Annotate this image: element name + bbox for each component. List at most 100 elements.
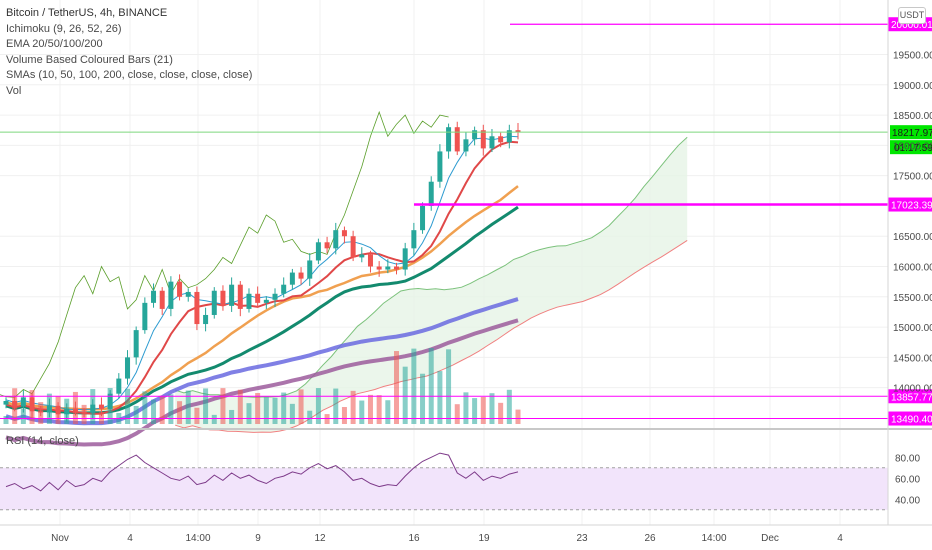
level-label: 17023.39 xyxy=(891,201,932,212)
horizontal-levels[interactable]: 20000.01 17023.39 13857.77 13490.40 18217.97… xyxy=(0,17,932,426)
price-tick: 14000.00 xyxy=(893,384,932,395)
volume-bar xyxy=(168,394,174,424)
time-tick: 19 xyxy=(478,533,490,544)
time-tick: 4 xyxy=(837,533,843,544)
volume-bar xyxy=(359,400,365,424)
candle-body xyxy=(480,130,486,149)
candle-body xyxy=(90,404,96,413)
candle-body xyxy=(489,136,495,149)
volume-bar xyxy=(350,390,356,424)
rsi-pane xyxy=(0,452,888,511)
candle-body xyxy=(255,293,261,303)
candles xyxy=(3,121,521,422)
volume-bar xyxy=(420,373,426,424)
candle-body xyxy=(38,411,44,413)
level-badge xyxy=(888,197,932,212)
volume-bar xyxy=(402,366,408,424)
volume-bar xyxy=(194,407,200,424)
countdown-badge xyxy=(890,140,932,155)
level-label: 20000.01 xyxy=(891,20,932,31)
rsi-label[interactable]: RSI (14, close) xyxy=(6,435,79,447)
time-tick: 26 xyxy=(644,533,656,544)
candle-body xyxy=(133,330,139,358)
candle-body xyxy=(64,408,70,415)
candle-body xyxy=(454,127,460,152)
level-label: 13857.77 xyxy=(891,392,932,403)
candle-body xyxy=(116,378,122,394)
indicator-ema[interactable]: EMA 20/50/100/200 xyxy=(6,38,103,50)
volume-bar xyxy=(367,394,373,424)
candle-body xyxy=(107,393,113,409)
ichimoku-cloud xyxy=(0,110,688,433)
volume-bar xyxy=(394,351,400,424)
indicator-smas[interactable]: SMAs (10, 50, 100, 200, close, close, cl… xyxy=(6,69,253,81)
candle-body xyxy=(220,290,226,306)
candle-body xyxy=(237,284,243,309)
volume-bar xyxy=(20,408,26,424)
candle-body xyxy=(29,397,35,412)
time-tick: Dec xyxy=(761,533,779,544)
volume-bar xyxy=(515,409,521,424)
volume-bar xyxy=(506,389,512,424)
volume-bar xyxy=(315,388,321,424)
volume-bar xyxy=(220,388,226,424)
volume-bar xyxy=(411,348,417,424)
volume-bar xyxy=(229,409,235,424)
price-tick: 19000.00 xyxy=(893,81,932,92)
volume-bar xyxy=(385,400,391,424)
time-tick: 12 xyxy=(314,533,326,544)
candle-body xyxy=(324,242,330,249)
price-tick: 15000.00 xyxy=(893,323,932,334)
volume-bar xyxy=(446,349,452,424)
volume-bar xyxy=(3,416,9,424)
indicator-volume-bars[interactable]: Volume Based Coloured Bars (21) xyxy=(6,53,173,66)
candle-body xyxy=(46,405,52,413)
price-tick: 17500.00 xyxy=(893,172,932,183)
candle-body xyxy=(411,230,417,249)
candle-body xyxy=(168,281,174,309)
level-label: 13490.40 xyxy=(891,415,932,426)
candle-body xyxy=(263,299,269,303)
price-tick: 16500.00 xyxy=(893,232,932,243)
candle-body xyxy=(55,405,61,415)
chart-legend: Bitcoin / TetherUS, 4h, BINANCE Ichimoku… xyxy=(6,6,252,99)
candle-body xyxy=(98,404,104,409)
candle-body xyxy=(515,130,521,133)
volume-bar xyxy=(289,403,295,424)
candle-body xyxy=(159,290,165,309)
candle-body xyxy=(341,230,347,237)
candle-body xyxy=(333,230,339,249)
volume-bar xyxy=(498,402,504,424)
volume-bar xyxy=(185,390,191,424)
currency-button[interactable]: USDT xyxy=(898,7,926,24)
volume-bar xyxy=(454,404,460,424)
candle-body xyxy=(246,293,252,309)
volume-bar xyxy=(281,392,287,424)
candle-body xyxy=(3,400,9,405)
candle-body xyxy=(472,130,478,140)
time-tick: 4 xyxy=(127,533,133,544)
candle-body xyxy=(272,293,278,300)
candle-body xyxy=(81,411,87,413)
price-tick: 16000.00 xyxy=(893,263,932,274)
volume-bar xyxy=(133,405,139,424)
volume-bar xyxy=(376,395,382,424)
indicator-vol[interactable]: Vol xyxy=(6,84,22,97)
time-tick: 14:00 xyxy=(185,533,210,544)
candle-body xyxy=(350,236,356,258)
candle-body xyxy=(307,260,313,279)
candle-body xyxy=(402,248,408,270)
indicator-ichimoku[interactable]: Ichimoku (9, 26, 52, 26) xyxy=(6,22,122,35)
rsi-band xyxy=(0,467,888,510)
candle-body xyxy=(437,151,443,182)
last-price-label: 18217.97 xyxy=(892,128,932,139)
volume-bar xyxy=(203,388,209,424)
rsi-tick: 40.00 xyxy=(895,495,920,506)
candle-body xyxy=(72,408,78,412)
candle-body xyxy=(211,290,217,315)
symbol-title[interactable]: Bitcoin / TetherUS, 4h, BINANCE xyxy=(6,7,168,19)
candle-body xyxy=(229,284,235,306)
time-tick: 16 xyxy=(408,533,420,544)
volume-bar xyxy=(324,414,330,424)
